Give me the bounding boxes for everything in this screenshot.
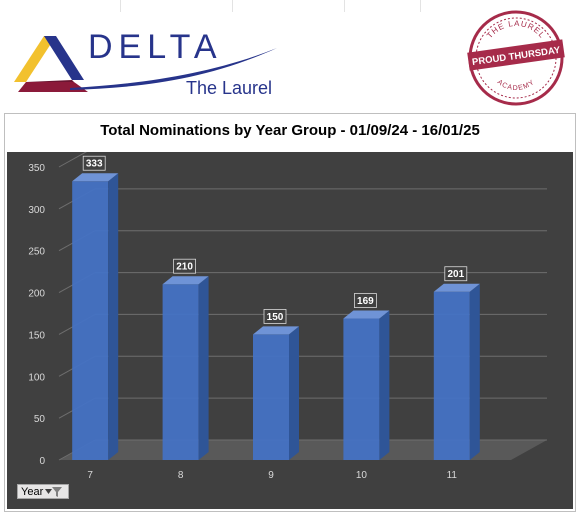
x-tick-label: 11 <box>447 470 458 481</box>
bar <box>162 284 199 460</box>
bar-top <box>253 326 299 335</box>
brand-subtitle: The Laurel <box>186 78 273 98</box>
y-tick-label: 150 <box>28 330 45 341</box>
brand-name: DELTA <box>88 28 223 66</box>
y-tick-label: 300 <box>28 205 45 216</box>
bar <box>253 334 289 460</box>
y-tick-label: 250 <box>28 247 45 258</box>
y-tick-label: 0 <box>39 456 45 467</box>
badge-top-text: THE LAUREL <box>485 19 546 40</box>
data-label: 333 <box>86 159 103 170</box>
x-tick-label: 7 <box>87 470 93 481</box>
data-label: 169 <box>357 296 374 307</box>
y-tick-label: 100 <box>28 372 45 383</box>
gridline-diagonal <box>58 152 88 168</box>
year-filter-button[interactable]: Year <box>17 484 69 499</box>
bar <box>72 181 109 460</box>
bar-side <box>198 276 209 460</box>
bar-side <box>379 310 390 460</box>
y-tick-label: 50 <box>34 414 46 425</box>
x-tick-label: 9 <box>268 470 274 481</box>
svg-text:ACADEMY: ACADEMY <box>496 79 537 92</box>
proud-thursday-badge: THE LAUREL PROUD THURSDAY ACADEMY <box>467 10 565 106</box>
bar <box>343 318 380 460</box>
bar-top <box>343 310 390 319</box>
filter-funnel-icon <box>52 486 63 497</box>
bar-top <box>433 283 480 292</box>
bar-side <box>108 173 119 460</box>
bar <box>433 291 470 460</box>
y-tick-label: 200 <box>28 289 45 300</box>
bar-top <box>162 276 209 285</box>
data-label-box <box>263 309 287 324</box>
x-tick-label: 8 <box>178 470 184 481</box>
data-label-box <box>444 266 468 282</box>
bar-side <box>469 283 480 460</box>
bar-top <box>72 173 119 182</box>
data-label-box <box>353 293 377 308</box>
chart-title: Total Nominations by Year Group - 01/09/… <box>100 122 480 139</box>
sheet-gridlines <box>0 0 582 12</box>
data-label-box <box>82 155 106 171</box>
data-label-box <box>173 258 197 274</box>
data-label: 150 <box>267 312 284 323</box>
data-label: 201 <box>447 269 464 280</box>
badge-bottom-text: ACADEMY <box>496 79 536 92</box>
plot-area: 0 50 100 150 200 250 300 350 333 7 210 8 150 9 169 10 20… <box>7 152 573 509</box>
svg-text:THE LAUREL: THE LAUREL <box>485 19 547 40</box>
dropdown-arrow-icon <box>45 489 53 494</box>
chart-container[interactable]: Total Nominations by Year Group - 01/09/… <box>4 113 576 512</box>
bar-chart: 0 50 100 150 200 250 300 350 333 7 210 8 150 9 169 10 20… <box>28 152 547 481</box>
data-label: 210 <box>176 262 193 273</box>
year-filter-label: Year <box>21 485 44 498</box>
delta-triangle-icon <box>14 36 277 92</box>
x-tick-label: 10 <box>356 470 368 481</box>
bar-side <box>289 326 299 460</box>
y-tick-label: 350 <box>28 163 45 174</box>
